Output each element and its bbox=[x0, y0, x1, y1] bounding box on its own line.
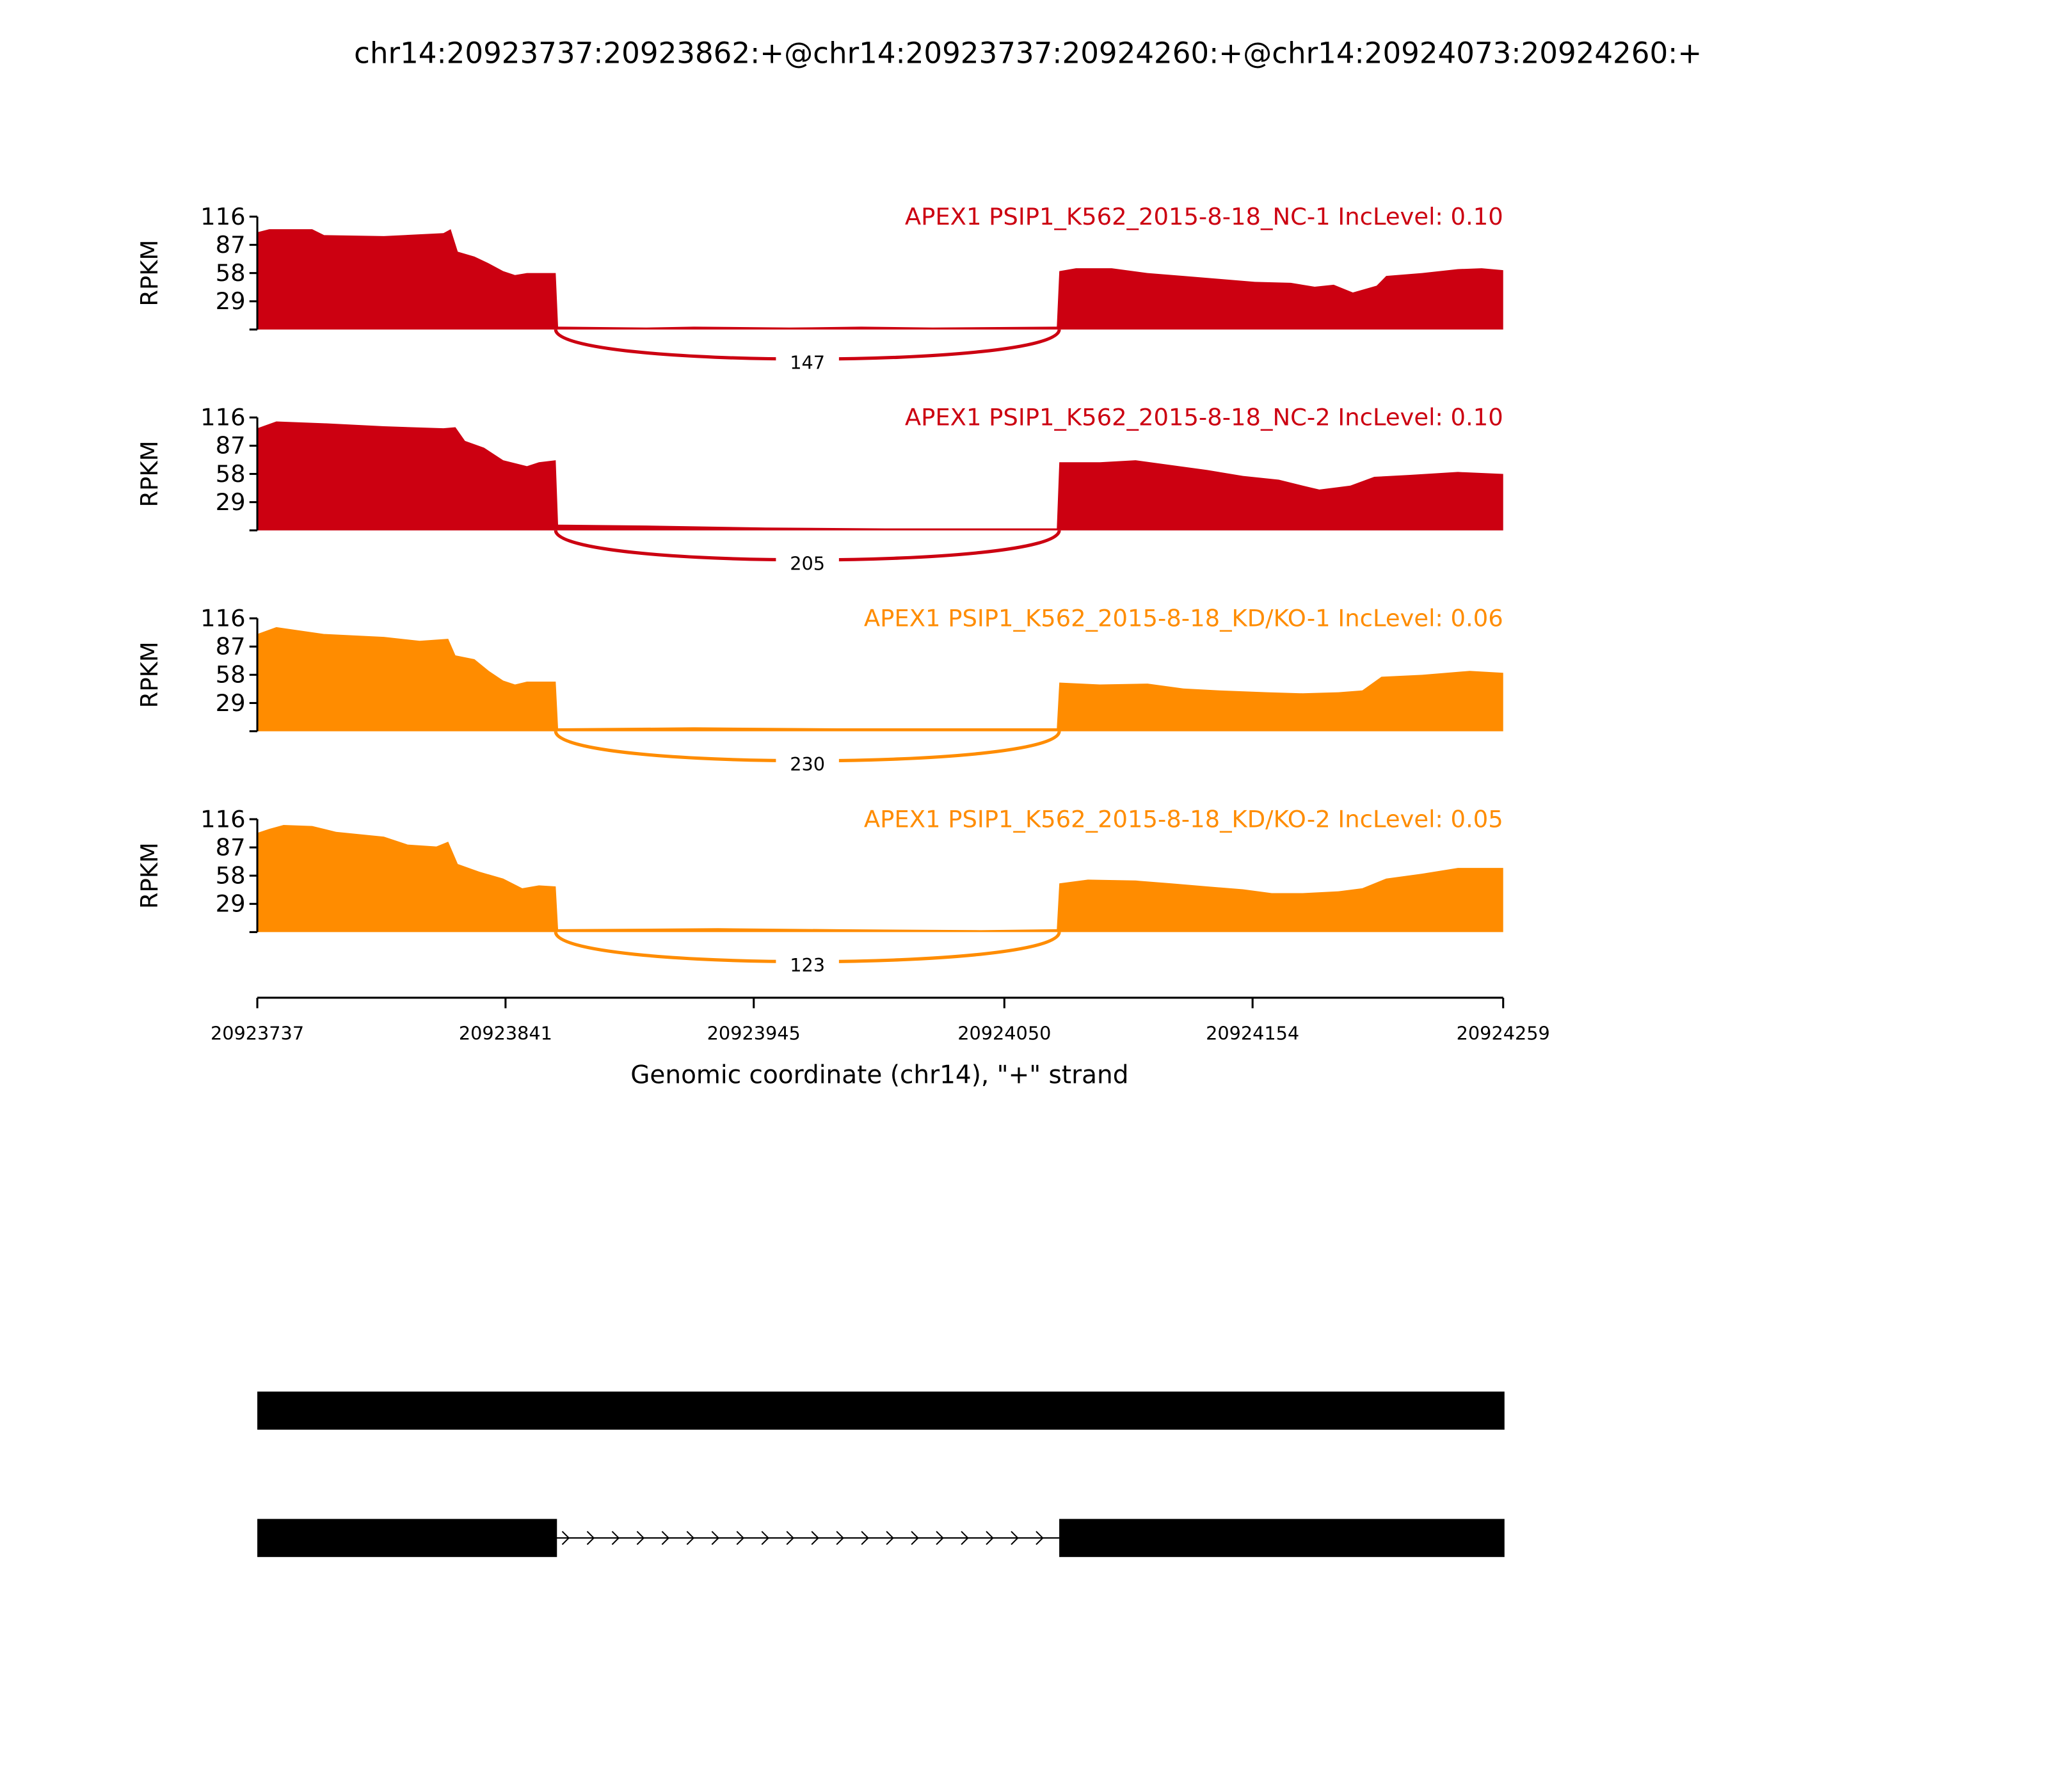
x-tick-label: 20923841 bbox=[459, 1023, 552, 1044]
strand-arrow-icon bbox=[636, 1531, 645, 1546]
x-tick-label: 20924050 bbox=[957, 1023, 1051, 1044]
y-tick-label: 87 bbox=[216, 633, 246, 660]
x-tick-label: 20923737 bbox=[211, 1023, 304, 1044]
strand-arrow-icon bbox=[611, 1531, 620, 1546]
x-axis: 20923737 20923841 20923945 20924050 20924154… bbox=[211, 996, 1550, 1044]
y-tick-label: 116 bbox=[200, 404, 245, 431]
sample-label: APEX1 PSIP1_K562_2015-8-18_NC-2 IncLevel… bbox=[905, 404, 1503, 431]
x-tick-label: 20924259 bbox=[1457, 1023, 1550, 1044]
y-tick-label: 29 bbox=[216, 890, 246, 918]
junction-label-bg bbox=[776, 348, 839, 374]
strand-arrow-icon bbox=[836, 1531, 844, 1546]
strand-arrow-icon bbox=[761, 1531, 769, 1546]
strand-arrow-icon bbox=[936, 1531, 944, 1546]
y-tick-label: 58 bbox=[216, 862, 246, 890]
y-tick-label: 29 bbox=[216, 287, 246, 315]
strand-arrow-icon bbox=[686, 1531, 695, 1546]
transcript bbox=[257, 1519, 1505, 1557]
exon-block bbox=[257, 1519, 557, 1557]
y-tick-label: 58 bbox=[216, 460, 246, 488]
strand-arrow-icon bbox=[811, 1531, 819, 1546]
strand-arrow-icon bbox=[661, 1531, 670, 1546]
strand-arrow-icon bbox=[986, 1531, 994, 1546]
strand-arrow-icon bbox=[586, 1531, 595, 1546]
strand-arrow-icon bbox=[711, 1531, 720, 1546]
coverage-area bbox=[257, 825, 1503, 932]
sample-label: APEX1 PSIP1_K562_2015-8-18_KD/KO-2 IncLe… bbox=[864, 805, 1503, 833]
y-tick-label: 116 bbox=[200, 604, 245, 632]
chart-title: chr14:20923737:20923862:+@chr14:20923737… bbox=[354, 36, 1702, 70]
coverage-area bbox=[257, 229, 1503, 330]
junction-label-bg bbox=[776, 950, 839, 977]
coverage-area bbox=[257, 421, 1503, 531]
y-tick-label: 58 bbox=[216, 661, 246, 689]
strand-arrow-icon bbox=[786, 1531, 794, 1546]
y-axis-label: RPKM bbox=[136, 842, 163, 909]
y-tick-label: 116 bbox=[200, 203, 245, 230]
strand-arrow-icon bbox=[561, 1531, 570, 1546]
gene-models bbox=[257, 1391, 1505, 1557]
y-axis-label: RPKM bbox=[136, 441, 163, 508]
strand-arrow-icon bbox=[861, 1531, 869, 1546]
sample-label: APEX1 PSIP1_K562_2015-8-18_NC-1 IncLevel… bbox=[905, 203, 1503, 230]
y-axis-label: RPKM bbox=[136, 240, 163, 307]
y-axis-label: RPKM bbox=[136, 641, 163, 708]
y-tick-label: 87 bbox=[216, 833, 246, 861]
y-tick-label: 87 bbox=[216, 432, 246, 460]
strand-arrow-icon bbox=[961, 1531, 969, 1546]
exon-block bbox=[1059, 1519, 1505, 1557]
y-tick-label: 29 bbox=[216, 488, 246, 516]
strand-arrow-icon bbox=[736, 1531, 744, 1546]
junction-label-bg bbox=[776, 548, 839, 575]
junction-count: 230 bbox=[790, 753, 825, 775]
y-tick-label: 87 bbox=[216, 231, 246, 259]
transcript bbox=[257, 1391, 1505, 1430]
junction-count: 147 bbox=[790, 351, 825, 373]
x-tick-label: 20924154 bbox=[1206, 1023, 1299, 1044]
strand-arrow-icon bbox=[911, 1531, 919, 1546]
junction-count: 123 bbox=[790, 954, 825, 976]
strand-arrow-icon bbox=[1036, 1531, 1044, 1546]
junction-label-bg bbox=[776, 749, 839, 776]
sample-label: APEX1 PSIP1_K562_2015-8-18_KD/KO-1 IncLe… bbox=[864, 604, 1503, 632]
x-axis-label: Genomic coordinate (chr14), "+" strand bbox=[630, 1060, 1128, 1089]
y-tick-label: 58 bbox=[216, 259, 246, 287]
strand-arrow-icon bbox=[886, 1531, 894, 1546]
x-tick-label: 20923945 bbox=[707, 1023, 801, 1044]
y-tick-label: 29 bbox=[216, 689, 246, 717]
y-tick-label: 116 bbox=[200, 805, 245, 833]
coverage-area bbox=[257, 627, 1503, 732]
junction-count: 205 bbox=[790, 552, 825, 574]
exon-block bbox=[257, 1391, 1505, 1430]
strand-arrow-icon bbox=[1011, 1531, 1019, 1546]
